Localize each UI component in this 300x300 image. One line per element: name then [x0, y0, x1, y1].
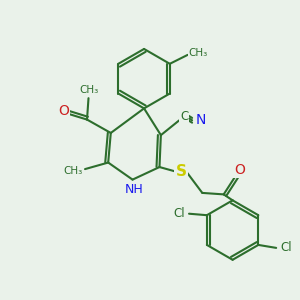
- Text: CH₃: CH₃: [188, 48, 208, 59]
- Text: Cl: Cl: [280, 242, 292, 254]
- Text: O: O: [234, 163, 245, 177]
- Text: N: N: [196, 113, 206, 127]
- Text: S: S: [176, 164, 186, 179]
- Text: Cl: Cl: [173, 207, 185, 220]
- Text: O: O: [58, 104, 69, 118]
- Text: NH: NH: [125, 183, 143, 196]
- Text: CH₃: CH₃: [63, 166, 82, 176]
- Text: C: C: [180, 110, 188, 123]
- Text: CH₃: CH₃: [79, 85, 98, 95]
